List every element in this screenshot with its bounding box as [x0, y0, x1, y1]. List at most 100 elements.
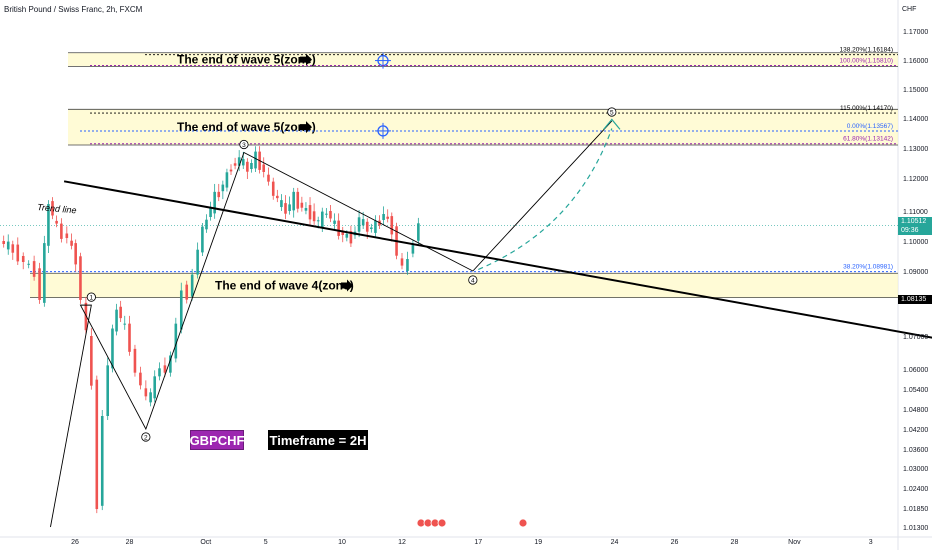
y-tick-label: 1.01300	[903, 525, 928, 532]
candle-body	[21, 256, 25, 262]
currency-label: CHF	[902, 6, 917, 13]
arrow-right-icon	[300, 121, 312, 134]
candle-body	[233, 163, 237, 166]
candle-body	[213, 191, 216, 214]
candle-body	[70, 240, 73, 246]
x-tick-label: 17	[474, 539, 482, 546]
candle-body	[221, 184, 225, 192]
candle-body	[11, 244, 15, 253]
event-flag-icon	[437, 518, 447, 528]
candle-body	[267, 174, 270, 182]
candle-body	[357, 217, 361, 232]
elliott-wave-path	[50, 120, 613, 528]
wave-label: 4	[471, 278, 475, 285]
trend-line-layer: Trend line	[37, 180, 932, 339]
candle-body	[74, 243, 77, 265]
y-tick-label: 1.13000	[903, 146, 928, 153]
candle-body	[406, 259, 409, 271]
candle-body	[325, 213, 328, 215]
x-tick-label: Oct	[200, 539, 211, 546]
candle-body	[254, 151, 257, 169]
y-tick-label: 1.07000	[903, 334, 928, 341]
candle-body	[139, 372, 142, 386]
candle-body	[209, 207, 212, 217]
y-tick-label: 1.14000	[903, 116, 928, 123]
y-tick-label: 1.03600	[903, 447, 928, 454]
y-tick-label: 1.12000	[903, 176, 928, 183]
wave-label: 1	[90, 295, 94, 302]
candle-body	[262, 164, 266, 172]
candle-body	[163, 365, 167, 373]
current-price-value: 1.10512	[901, 217, 927, 225]
candle-body	[158, 368, 161, 377]
candle-body	[241, 159, 245, 166]
candle-body	[284, 203, 287, 214]
y-tick-label: 1.17000	[903, 29, 928, 36]
candle-body	[38, 268, 41, 300]
candle-body	[123, 323, 127, 325]
fib-label: 38.20%(1.08981)	[843, 264, 893, 271]
candle-body	[47, 204, 50, 246]
candle-body	[386, 216, 389, 219]
y-tick-label: 1.15000	[903, 87, 928, 94]
candle-body	[341, 230, 345, 235]
candle-body	[111, 328, 114, 369]
marked-price-value: 1.08135	[901, 295, 927, 303]
chart-title: British Pound / Swiss Franc, 2h, FXCM	[4, 5, 143, 14]
candle-body	[280, 200, 283, 208]
candle-body	[411, 243, 415, 254]
candle-body	[390, 216, 394, 235]
x-tick-label: 12	[398, 539, 406, 546]
candle-body	[201, 226, 204, 253]
candle-body	[51, 201, 54, 216]
wave-label: 2	[144, 435, 148, 442]
candle-body	[246, 161, 249, 172]
candle-body	[205, 219, 208, 230]
x-tick-label: 28	[126, 539, 134, 546]
candle-body	[65, 233, 69, 238]
x-tick-label: 26	[71, 539, 79, 546]
candle-body	[55, 220, 58, 224]
candle-body	[308, 205, 312, 220]
wave-label-circle	[86, 292, 96, 302]
candle-body	[276, 195, 279, 199]
x-tick-label: 26	[671, 539, 679, 546]
wave-label-circle	[607, 107, 617, 117]
candle-body	[174, 323, 178, 359]
candle-body	[100, 416, 104, 506]
fib-label: 100.00%(1.15810)	[840, 58, 894, 65]
event-flag-icon	[518, 518, 528, 528]
y-tick-label: 1.01850	[903, 506, 928, 513]
wave-zone	[30, 273, 898, 298]
axes-layer: 1.17000 1.16000 1.15000 1.14000 1.13000 1.120…	[71, 29, 928, 546]
arrow-right-icon	[300, 53, 312, 66]
wave-zone	[68, 52, 898, 67]
current-price-badge: 1.10512 09:36	[898, 216, 932, 235]
candle-body	[349, 231, 353, 244]
candle-body	[84, 302, 88, 331]
zone-label: The end of wave 5(zone)	[177, 120, 316, 134]
candle-body	[169, 355, 172, 373]
wave-zone	[68, 109, 898, 145]
candle-body	[316, 220, 320, 222]
y-tick-label: 1.05400	[903, 387, 928, 394]
symbol-tag: GBPCHF	[190, 430, 244, 450]
y-tick-label: 1.04800	[903, 407, 928, 414]
candle-body	[153, 376, 157, 399]
x-tick-label: 28	[731, 539, 739, 546]
arrow-right-icon	[341, 279, 353, 292]
marked-price-badge: 1.08135	[898, 294, 932, 304]
candle-body	[32, 261, 36, 277]
y-tick-label: 1.03000	[903, 466, 928, 473]
candle-body	[329, 211, 332, 219]
x-tick-label: 19	[534, 539, 542, 546]
candle-body	[370, 227, 373, 229]
candle-body	[217, 191, 221, 198]
candle-body	[229, 169, 233, 172]
candle-body	[185, 284, 189, 300]
fib-label: 0.00%(1.13567)	[847, 123, 893, 130]
candle-body	[106, 365, 109, 416]
candle-body	[320, 211, 324, 229]
candle-body	[361, 219, 365, 226]
